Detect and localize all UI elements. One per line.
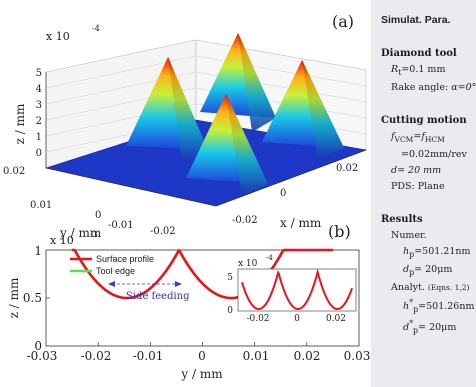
rake-angle: Rake angle: α=0° bbox=[391, 81, 476, 93]
z-tick-label: 1 bbox=[36, 132, 42, 143]
side-feeding-arrow bbox=[108, 281, 182, 287]
legend: Surface profile Tool edge bbox=[70, 254, 154, 276]
x-ticks-b bbox=[46, 297, 308, 346]
y-axis-label-b: z / mm bbox=[7, 277, 21, 318]
legend-label: Tool edge bbox=[96, 266, 135, 276]
x-tick-label: -0.02 bbox=[81, 349, 112, 363]
z-tick-labels: 5 4 3 2 1 0 bbox=[36, 68, 42, 159]
numer-d: dp= 20μm bbox=[403, 263, 453, 277]
y-tick-label: 0.5 bbox=[23, 291, 42, 305]
panel-a-label: (a) bbox=[332, 12, 354, 31]
tool-radius: Rt=0.1 mm bbox=[391, 64, 446, 77]
x-tick-label: 0.01 bbox=[243, 349, 270, 363]
y-tick-label: -0.01 bbox=[108, 220, 134, 231]
x-tick-labels: 0.02 0 -0.02 bbox=[232, 163, 358, 226]
z-exponent-base: x 10 bbox=[46, 30, 70, 43]
y-tick-label: 0.01 bbox=[30, 200, 52, 211]
x-tick-labels-b: -0.03 -0.02 -0.01 0 0.01 0.02 0.03 bbox=[27, 349, 371, 363]
y-axis-line bbox=[45, 167, 217, 207]
inset-exponent-power: -4 bbox=[266, 254, 273, 262]
panel-a: 5 4 3 2 1 0 x 10 -4 z / mm (a) 0.02 0.01… bbox=[3, 12, 368, 240]
x-tick-label: -0.01 bbox=[133, 349, 164, 363]
y-axis-label: y / mm bbox=[59, 226, 102, 240]
x-tick-label: 0.02 bbox=[336, 163, 358, 174]
x-tick-label: -0.02 bbox=[232, 215, 258, 226]
analyt-d: d*p= 20μm bbox=[403, 318, 457, 335]
y-tick-label: 0 bbox=[34, 339, 42, 353]
x-axis-label: x / mm bbox=[280, 216, 322, 230]
analyt-label: Analyt. (Eqns. 1,2) bbox=[391, 281, 470, 293]
feed-rate: fVCM=fHCM bbox=[391, 130, 445, 144]
side-feeding-label: Side feeding bbox=[126, 291, 190, 302]
y-tick-label: 0.02 bbox=[3, 166, 25, 177]
z-axis-label: z / mm bbox=[13, 103, 27, 144]
depth: d= 20 mm bbox=[391, 164, 442, 176]
section-cutting-motion: Cutting motion bbox=[381, 114, 467, 126]
y-tick-labels-b: 0 0.5 1 bbox=[23, 244, 42, 353]
panel-heading: Simulat. Para. bbox=[381, 14, 451, 26]
inset-x-tick-label: 0.02 bbox=[326, 314, 346, 324]
panel-b: (b) x 10 -3 -0.03 -0.02 -0.01 0 0.01 0.0… bbox=[7, 222, 370, 381]
y-tick-label: 1 bbox=[34, 244, 42, 258]
numer-h: hp=501.21nm bbox=[403, 245, 471, 259]
x-tick-label: -0.03 bbox=[27, 349, 58, 363]
z-tick-label: 3 bbox=[36, 100, 42, 111]
section-diamond-tool: Diamond tool bbox=[381, 48, 457, 59]
inset-y-tick-label: 5 bbox=[227, 273, 233, 283]
x-tick-label: 0 bbox=[280, 188, 286, 199]
y-tick-labels: 0.02 0.01 0 -0.01 -0.02 bbox=[3, 166, 176, 237]
inset-x-tick-label: -0.02 bbox=[246, 314, 269, 324]
peak-right bbox=[262, 60, 344, 160]
x-tick-label: 0.03 bbox=[344, 349, 371, 363]
peak-back bbox=[200, 33, 276, 132]
inset-exponent-base: x 10 bbox=[238, 259, 258, 269]
panel-b-exponent-base: x 10 bbox=[50, 234, 74, 247]
inset-tick-labels: 5 0 -0.02 0 0.02 bbox=[227, 273, 346, 324]
y-tick-label: 0 bbox=[95, 210, 101, 221]
y-tick-label: -0.02 bbox=[150, 226, 176, 237]
series-surface-profile bbox=[72, 248, 333, 300]
analyt-h: h*p=501.26nm bbox=[403, 297, 475, 314]
numer-label: Numer. bbox=[391, 229, 427, 241]
legend-label: Surface profile bbox=[96, 254, 154, 264]
panel-b-label: (b) bbox=[328, 222, 351, 241]
panel-b-exponent-power: -3 bbox=[90, 230, 98, 239]
z-tick-label: 0 bbox=[36, 148, 42, 159]
feed-value: =0.02mm/rev bbox=[401, 148, 467, 160]
x-axis-line bbox=[215, 149, 367, 207]
z-exponent-power: -4 bbox=[92, 24, 100, 33]
peak-left bbox=[126, 57, 208, 162]
section-results: Results bbox=[381, 213, 423, 225]
inset: x 10 -4 5 0 -0.02 0 0.02 bbox=[227, 254, 357, 324]
inset-x-tick-label: 0 bbox=[294, 314, 300, 324]
z-tick-label: 4 bbox=[36, 84, 42, 95]
inset-frame bbox=[237, 268, 357, 312]
pds: PDS: Plane bbox=[391, 180, 445, 192]
peak-front bbox=[186, 94, 268, 196]
inset-y-tick-label: 0 bbox=[227, 306, 233, 316]
x-tick-label: 0 bbox=[198, 349, 206, 363]
z-tick-label: 5 bbox=[36, 68, 42, 79]
inset-surface-profile bbox=[240, 268, 354, 311]
z-tick-label: 2 bbox=[36, 116, 42, 127]
simulation-parameters-panel: Simulat. Para. Diamond tool Rt=0.1 mm Ra… bbox=[371, 0, 476, 387]
x-tick-label: 0.02 bbox=[294, 349, 321, 363]
inset-curve bbox=[240, 268, 354, 311]
x-axis-label-b: y / mm bbox=[180, 367, 223, 381]
